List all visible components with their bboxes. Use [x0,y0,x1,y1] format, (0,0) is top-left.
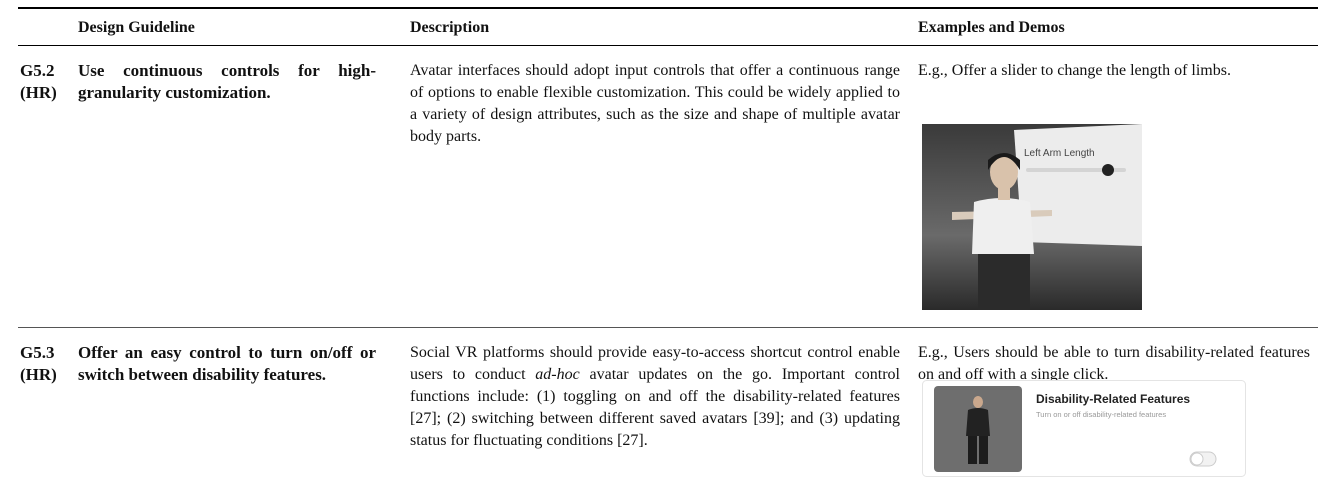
guideline: Offer an easy control to turn on/off or … [78,343,376,384]
text: avatar updates on the go. Important cont… [410,366,900,449]
example: E.g., Users should be able to turn disab… [918,344,1310,383]
guideline: Use continuous controls for high-granula… [78,61,376,102]
header-rule [18,45,1318,46]
row-rule [18,327,1318,328]
avatar-slider-image: Left Arm Length [922,124,1142,310]
header-cell: Design Guideline [78,19,195,36]
description: Social VR platforms should provide easy-… [410,342,900,452]
image-subtitle: Turn on or off disability-related featur… [1036,410,1166,419]
disability-toggle-image: Disability-Related Features Turn on or o… [922,380,1246,477]
text: Avatar interfaces should adopt input con… [410,62,900,145]
row-id: G5.3 [20,343,55,362]
row-id: G5.2 [20,61,55,80]
header-cell: Examples and Demos [918,19,1065,36]
row-tag: (HR) [20,83,57,102]
text-italic: ad-hoc [535,366,580,383]
row-tag: (HR) [20,365,57,384]
text: Social VR platforms should provide easy-… [410,344,900,383]
image-label: Left Arm Length [1024,148,1095,159]
image-title: Disability-Related Features [1036,392,1190,406]
header-cell: Description [410,19,490,36]
description: Avatar interfaces should adopt input con… [410,60,900,148]
top-rule [18,7,1318,9]
example: E.g., Offer a slider to change the lengt… [918,62,1231,79]
